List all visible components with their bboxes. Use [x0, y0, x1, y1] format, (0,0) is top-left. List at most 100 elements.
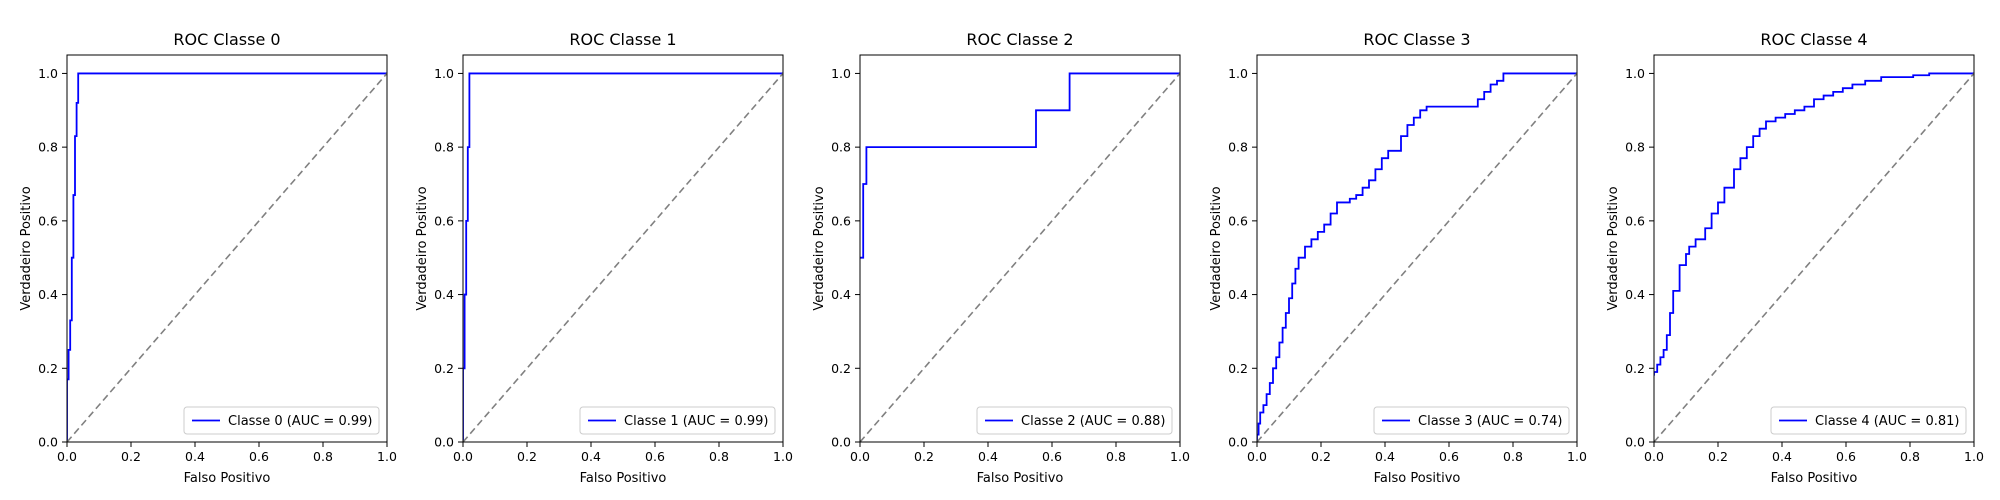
x-tick-label: 0.8	[709, 449, 729, 464]
chart-title: ROC Classe 1	[569, 30, 676, 49]
chart-title: ROC Classe 4	[1760, 30, 1867, 49]
y-tick-label: 1.0	[38, 66, 58, 81]
y-tick-label: 1.0	[1625, 66, 1645, 81]
legend-entry: Classe 2 (AUC = 0.88)	[1021, 414, 1165, 429]
axes-frame	[462, 54, 784, 443]
roc-curve-line	[860, 72, 1180, 259]
x-axis-label: Falso Positivo	[184, 471, 271, 486]
x-tick-label: 0.6	[249, 449, 269, 464]
legend-box	[976, 406, 1173, 435]
x-tick-label: 0.8	[1106, 449, 1126, 464]
x-tick-label: 0.2	[914, 449, 934, 464]
x-axis-label: Falso Positivo	[1771, 471, 1858, 486]
roc-panel-1: ROC Classe 1 0.0 0.2 0.4 0.6 0.8 1.0 0.0 0.2 0.4 0…	[415, 30, 793, 486]
x-tick-label: 0.8	[1503, 449, 1523, 464]
axes-frame	[1653, 54, 1975, 443]
x-tick-label: 0.4	[1375, 449, 1395, 464]
x-tick-label: 0.0	[850, 449, 870, 464]
chart-title: ROC Classe 2	[966, 30, 1073, 49]
chart-title: ROC Classe 0	[173, 30, 280, 49]
legend-box	[579, 406, 776, 435]
y-tick-label: 0.2	[1625, 361, 1645, 376]
x-tick-label: 0.2	[121, 449, 141, 464]
axes-frame	[859, 54, 1181, 443]
x-tick-label: 0.2	[1311, 449, 1331, 464]
roc-panel-4: ROC Classe 4 0.0 0.2 0.4 0.6 0.8 1.0 0.0 0.2 0.4 0…	[1606, 30, 1984, 486]
legend-box	[1770, 406, 1967, 435]
legend: Classe 1 (AUC = 0.99)	[579, 406, 776, 435]
x-tick-label: 0.4	[978, 449, 998, 464]
x-tick-label: 0.6	[1836, 449, 1856, 464]
legend: Classe 0 (AUC = 0.99)	[183, 406, 380, 435]
y-tick-label: 0.4	[38, 287, 58, 302]
x-tick-label: 0.4	[1772, 449, 1792, 464]
y-tick-label: 0.8	[38, 140, 58, 155]
y-tick-label: 0.6	[1625, 213, 1645, 228]
y-tick-label: 1.0	[831, 66, 851, 81]
y-tick-label: 0.2	[831, 361, 851, 376]
y-tick-label: 0.6	[831, 213, 851, 228]
roc-panel-0: ROC Classe 0 0.0 0.2 0.4 0.6 0.8 1.0 0.0 0.2 0.4 0…	[19, 30, 397, 486]
y-tick-label: 0.0	[1625, 435, 1645, 450]
y-tick-label: 0.6	[38, 213, 58, 228]
legend-entry: Classe 4 (AUC = 0.81)	[1815, 414, 1959, 429]
y-tick-label: 0.0	[38, 435, 58, 450]
chance-diagonal-line	[860, 72, 1180, 442]
roc-panel-2: ROC Classe 2 0.0 0.2 0.4 0.6 0.8 1.0 0.0 0.2 0.4 0…	[812, 30, 1190, 486]
x-tick-label: 0.6	[1042, 449, 1062, 464]
y-tick-label: 0.2	[434, 361, 454, 376]
roc-curve-line	[1654, 72, 1974, 376]
y-tick-label: 0.4	[1228, 287, 1248, 302]
y-tick-label: 0.8	[831, 140, 851, 155]
x-tick-label: 0.4	[185, 449, 205, 464]
y-tick-label: 0.2	[1228, 361, 1248, 376]
x-tick-label: 0.8	[1900, 449, 1920, 464]
y-tick-label: 0.2	[38, 361, 58, 376]
y-tick-label: 0.8	[434, 140, 454, 155]
legend-entry: Classe 0 (AUC = 0.99)	[228, 414, 372, 429]
roc-curve-line	[1257, 72, 1577, 442]
x-tick-label: 0.2	[517, 449, 537, 464]
y-tick-label: 0.8	[1625, 140, 1645, 155]
y-tick-label: 1.0	[1228, 66, 1248, 81]
y-tick-label: 0.8	[1228, 140, 1248, 155]
x-axis-label: Falso Positivo	[1374, 471, 1461, 486]
legend-entry: Classe 1 (AUC = 0.99)	[624, 414, 768, 429]
legend: Classe 3 (AUC = 0.74)	[1373, 406, 1570, 435]
x-tick-label: 0.8	[313, 449, 333, 464]
y-axis-label: Verdadeiro Positivo	[1209, 186, 1224, 310]
legend-box	[183, 406, 380, 435]
legend-entry: Classe 3 (AUC = 0.74)	[1418, 414, 1562, 429]
x-tick-label: 0.0	[1247, 449, 1267, 464]
axes-frame	[1256, 54, 1578, 443]
y-tick-label: 1.0	[434, 66, 454, 81]
y-tick-label: 0.4	[434, 287, 454, 302]
y-tick-label: 0.6	[1228, 213, 1248, 228]
y-axis-label: Verdadeiro Positivo	[1606, 186, 1621, 310]
y-tick-label: 0.0	[434, 435, 454, 450]
x-tick-label: 0.0	[453, 449, 473, 464]
chance-diagonal-line	[1654, 72, 1974, 442]
y-tick-label: 0.0	[1228, 435, 1248, 450]
roc-curve-line	[67, 72, 387, 442]
legend-box	[1373, 406, 1570, 435]
chance-diagonal-line	[1257, 72, 1577, 442]
chart-title: ROC Classe 3	[1363, 30, 1470, 49]
y-axis-label: Verdadeiro Positivo	[415, 186, 430, 310]
x-tick-label: 1.0	[1964, 449, 1984, 464]
x-tick-label: 0.2	[1708, 449, 1728, 464]
x-axis-label: Falso Positivo	[580, 471, 667, 486]
chance-diagonal-line	[463, 72, 783, 442]
y-tick-label: 0.0	[831, 435, 851, 450]
y-axis-label: Verdadeiro Positivo	[19, 186, 34, 310]
x-tick-label: 1.0	[377, 449, 397, 464]
roc-panel-3: ROC Classe 3 0.0 0.2 0.4 0.6 0.8 1.0 0.0 0.2 0.4 0…	[1209, 30, 1587, 486]
x-tick-label: 1.0	[1170, 449, 1190, 464]
x-tick-label: 0.0	[1644, 449, 1664, 464]
y-tick-label: 0.4	[1625, 287, 1645, 302]
x-axis-label: Falso Positivo	[977, 471, 1064, 486]
roc-curve-line	[463, 72, 783, 442]
x-tick-label: 0.4	[581, 449, 601, 464]
chance-diagonal-line	[67, 72, 387, 442]
